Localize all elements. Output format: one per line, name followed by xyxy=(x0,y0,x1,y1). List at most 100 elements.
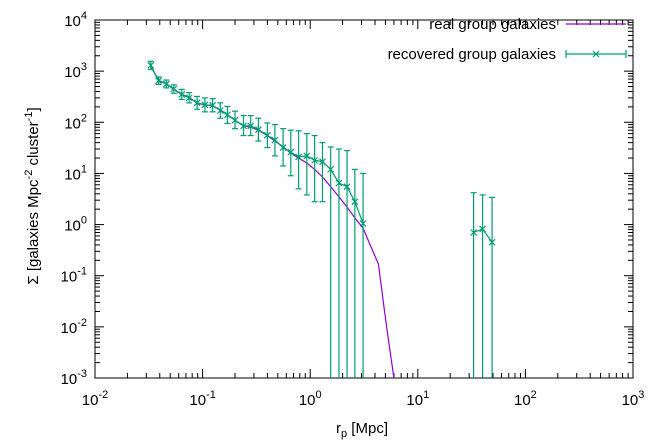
y-axis-title: Σ [galaxies Mpc-2 cluster-1] xyxy=(23,107,42,284)
y-tick-label: 102 xyxy=(64,112,87,132)
data-point xyxy=(147,61,155,69)
data-point xyxy=(311,156,319,164)
errorbar xyxy=(311,134,318,203)
marker-stroke xyxy=(223,111,231,119)
marker-stroke xyxy=(311,156,319,164)
y-axis-title-sup1: -2 xyxy=(23,170,35,180)
marker-stroke xyxy=(240,122,247,130)
data-point xyxy=(335,179,343,187)
marker-stroke xyxy=(319,158,326,166)
marker-stroke xyxy=(162,80,170,88)
data-point xyxy=(247,122,255,130)
data-point xyxy=(271,136,279,144)
y-tick-label: 10-3 xyxy=(61,368,87,388)
marker-stroke xyxy=(209,101,217,109)
y-axis-title-sup2: -1 xyxy=(23,112,35,122)
data-point xyxy=(162,80,170,88)
data-point xyxy=(201,101,209,109)
errorbar xyxy=(327,146,334,378)
y-axis-title-pre: Σ [galaxies Mpc xyxy=(25,179,42,285)
y-tick-label: 103 xyxy=(64,61,87,81)
data-point xyxy=(351,198,359,206)
data-point xyxy=(223,111,231,119)
data-point xyxy=(470,229,478,236)
errorbar xyxy=(470,192,477,378)
x-axis-title-subscript: p xyxy=(341,428,347,440)
marker-stroke xyxy=(287,148,295,156)
marker-stroke xyxy=(335,179,343,187)
y-tick-label: 100 xyxy=(64,215,87,235)
marker-stroke xyxy=(303,152,311,160)
y-tick-label: 104 xyxy=(64,10,87,30)
x-axis-title-rest: [Mpc] xyxy=(347,420,388,437)
marker-stroke xyxy=(178,91,186,98)
data-point xyxy=(170,85,178,93)
errorbar xyxy=(303,133,310,196)
marker-stroke xyxy=(279,144,287,152)
marker-stroke xyxy=(479,225,487,233)
marker-stroke xyxy=(170,85,178,93)
data-point xyxy=(327,165,335,173)
legend: real group galaxies recovered group gala… xyxy=(388,16,627,63)
series-real-line xyxy=(150,65,395,379)
marker-stroke xyxy=(488,238,496,246)
data-point xyxy=(479,225,487,233)
data-point xyxy=(295,153,303,161)
marker-stroke xyxy=(201,101,209,109)
x-tick-label: 102 xyxy=(514,389,537,409)
x-axis-title: rp [Mpc] xyxy=(336,420,388,440)
data-point xyxy=(343,183,351,191)
data-point xyxy=(263,131,271,139)
errorbar xyxy=(344,149,351,378)
errorbar xyxy=(351,168,358,378)
errorbar xyxy=(295,130,302,190)
data-point xyxy=(178,91,186,98)
x-tick-label: 10-1 xyxy=(189,389,215,409)
data-point xyxy=(231,116,239,124)
errorbar xyxy=(360,172,367,378)
marker-stroke xyxy=(247,122,255,130)
legend-swatch-recovered xyxy=(565,50,627,58)
marker-stroke xyxy=(470,229,478,236)
errorbar xyxy=(319,142,326,203)
data-point xyxy=(287,148,295,156)
plot-frame xyxy=(94,19,634,379)
marker-stroke xyxy=(263,131,271,139)
data-point xyxy=(193,99,201,107)
marker-stroke xyxy=(592,50,600,58)
marker-stroke xyxy=(216,107,224,114)
legend-label-real: real group galaxies xyxy=(429,16,556,33)
x-tick-label: 103 xyxy=(622,389,645,409)
errorbar xyxy=(489,196,496,378)
data-point xyxy=(216,107,224,114)
data-point xyxy=(359,220,367,227)
data-point xyxy=(254,126,262,134)
x-axis-title-main: r xyxy=(336,420,341,437)
x-tick-label: 100 xyxy=(299,389,322,409)
marker-stroke xyxy=(343,183,351,191)
data-point xyxy=(488,238,496,246)
marker-stroke xyxy=(147,61,155,69)
marker-stroke xyxy=(271,136,279,144)
data-point xyxy=(303,152,311,160)
errorbar xyxy=(335,148,342,378)
y-tick-label: 10-2 xyxy=(61,317,87,337)
marker-stroke xyxy=(359,220,367,227)
y-axis-title-mid: cluster xyxy=(25,121,42,169)
x-tick-label: 10-2 xyxy=(82,389,108,409)
y-axis-title-post: ] xyxy=(25,107,42,111)
x-tick-label: 101 xyxy=(406,389,429,409)
marker-stroke xyxy=(193,99,201,107)
marker-stroke xyxy=(351,198,359,206)
legend-label-recovered: recovered group galaxies xyxy=(388,46,556,63)
marker-stroke xyxy=(254,126,262,134)
series-recovered-line-0 xyxy=(150,65,364,224)
marker-stroke xyxy=(231,116,239,124)
y-tick-label: 10-1 xyxy=(61,266,87,286)
legend-swatch-marker xyxy=(592,50,600,58)
y-tick-label: 101 xyxy=(64,163,87,183)
data-point xyxy=(319,158,326,166)
marker-stroke xyxy=(155,77,163,85)
marker-stroke xyxy=(295,153,303,161)
